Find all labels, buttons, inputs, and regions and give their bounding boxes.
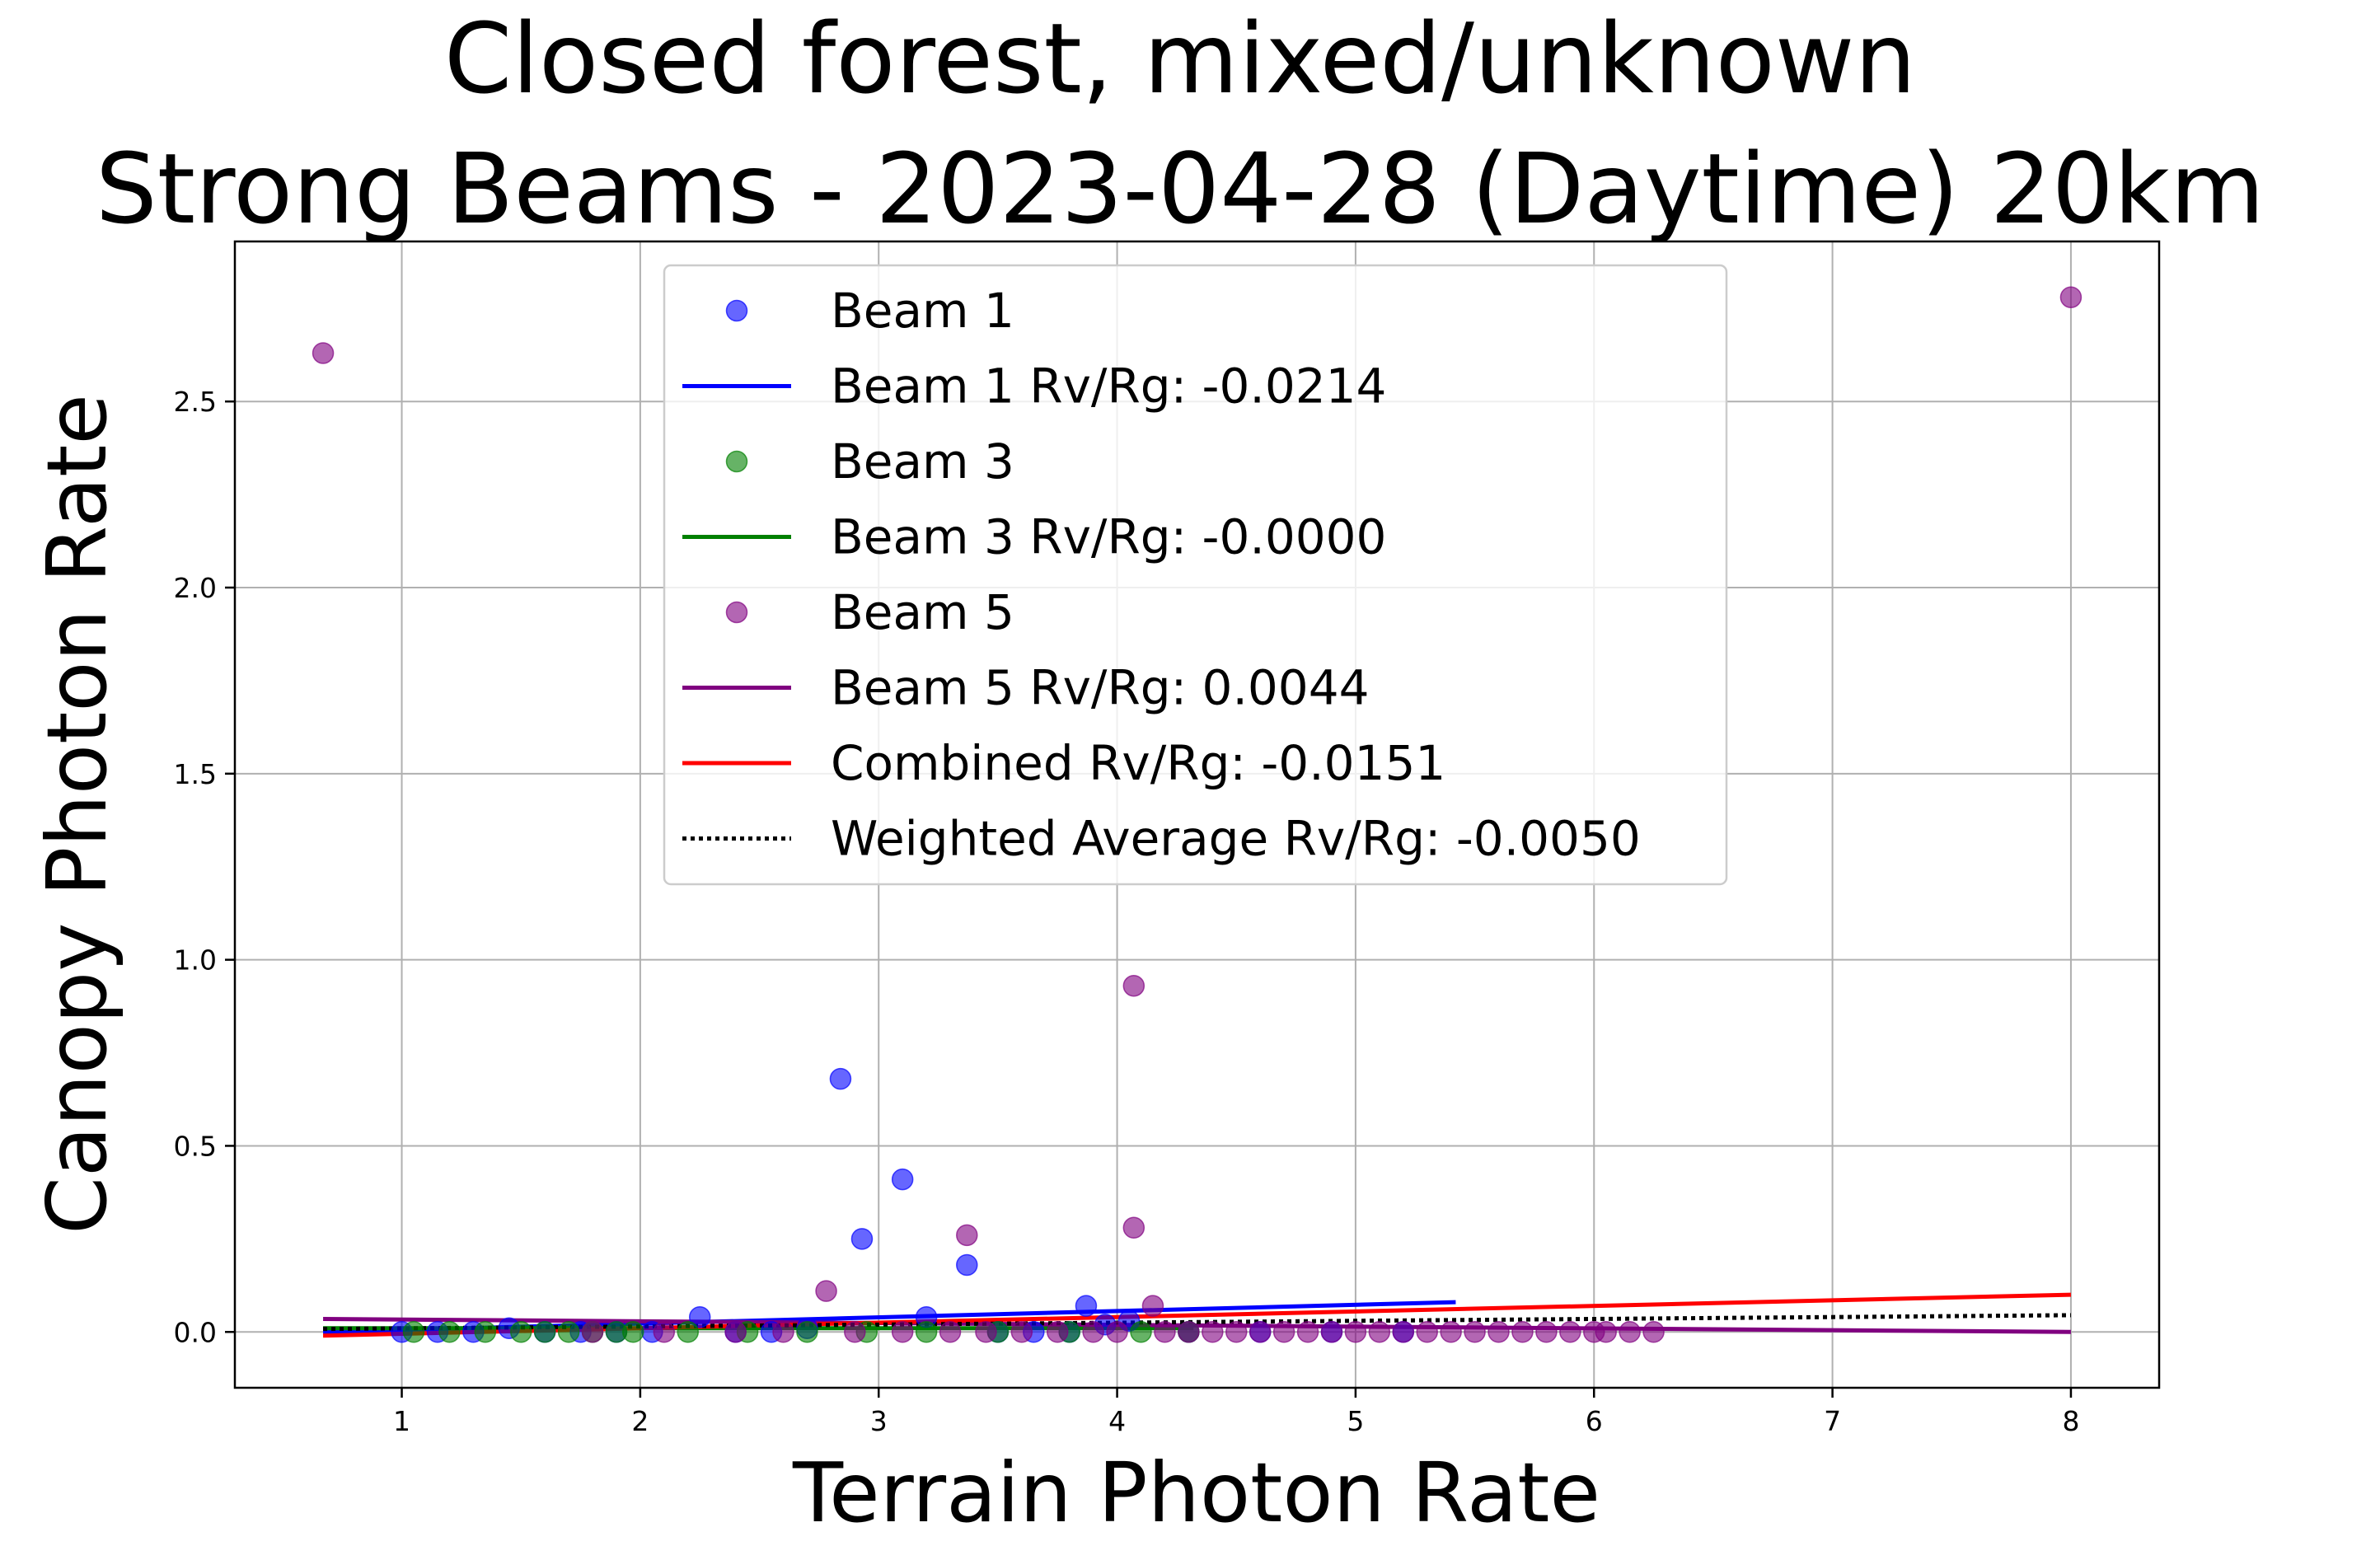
data-point-series-4: [1226, 1322, 1247, 1342]
data-point-series-4: [1619, 1322, 1640, 1342]
data-point-series-2: [535, 1322, 555, 1342]
y-axis-label: Canopy Photon Rate: [29, 394, 125, 1234]
data-point-series-2: [475, 1322, 495, 1342]
data-point-series-4: [816, 1281, 836, 1301]
y-tick-label: 0.5: [174, 1130, 217, 1162]
data-point-series-4: [1155, 1322, 1175, 1342]
data-point-series-4: [1047, 1322, 1068, 1342]
data-point-series-4: [1123, 976, 1144, 996]
data-point-series-4: [1536, 1322, 1557, 1342]
x-tick-label: 1: [393, 1405, 410, 1437]
data-point-series-4: [1512, 1322, 1533, 1342]
data-point-series-4: [845, 1322, 865, 1342]
data-point-series-4: [1298, 1322, 1319, 1342]
data-point-series-0: [851, 1229, 872, 1249]
x-tick-label: 8: [2062, 1405, 2079, 1437]
y-tick-label: 0.0: [174, 1316, 217, 1348]
data-point-series-4: [313, 343, 334, 363]
data-point-series-2: [439, 1322, 460, 1342]
data-point-series-4: [1417, 1322, 1437, 1342]
data-point-series-2: [511, 1322, 532, 1342]
data-point-series-4: [940, 1322, 961, 1342]
data-point-series-2: [559, 1322, 579, 1342]
data-point-series-4: [1178, 1322, 1199, 1342]
data-point-series-4: [1083, 1322, 1103, 1342]
data-point-series-4: [1560, 1322, 1581, 1342]
chart-title-line-2: Strong Beams - 2023-04-28 (Daytime) 20km: [96, 132, 2265, 246]
data-point-series-4: [1643, 1322, 1664, 1342]
y-tick-label: 2.5: [174, 386, 217, 418]
data-point-series-2: [1131, 1322, 1151, 1342]
x-tick-label: 7: [1824, 1405, 1841, 1437]
data-point-series-4: [1441, 1322, 1461, 1342]
data-point-series-4: [773, 1322, 794, 1342]
legend-label: Beam 5: [831, 584, 1014, 640]
data-point-series-4: [976, 1322, 996, 1342]
legend-label: Beam 3: [831, 433, 1014, 490]
chart-title-line-1: Closed forest, mixed/unknown: [444, 2, 1916, 115]
data-point-series-4: [1345, 1322, 1366, 1342]
x-tick-label: 6: [1586, 1405, 1603, 1437]
legend: Beam 1 Beam 1 Rv/Rg: -0.0214 Beam 3 Beam 3 …: [664, 265, 1726, 884]
data-point-series-4: [1393, 1322, 1413, 1342]
data-point-series-4: [2060, 287, 2081, 307]
legend-label: Weighted Average Rv/Rg: -0.0050: [831, 811, 1641, 867]
legend-label: Beam 3 Rv/Rg: -0.0000: [831, 509, 1386, 565]
data-point-series-4: [1250, 1322, 1271, 1342]
data-point-series-0: [830, 1069, 850, 1089]
data-point-series-4: [1321, 1322, 1342, 1342]
legend-marker: [727, 602, 747, 623]
data-point-series-4: [1123, 1217, 1144, 1238]
data-point-series-4: [1464, 1322, 1485, 1342]
data-point-series-4: [725, 1322, 746, 1342]
x-tick-label: 4: [1108, 1405, 1126, 1437]
data-point-series-0: [957, 1254, 977, 1275]
x-tick-label: 2: [631, 1405, 649, 1437]
data-point-series-2: [797, 1322, 818, 1342]
legend-label: Combined Rv/Rg: -0.0151: [831, 735, 1445, 791]
y-tick-label: 1.0: [174, 944, 217, 977]
legend-label: Beam 5 Rv/Rg: 0.0044: [831, 660, 1370, 716]
data-point-series-4: [1107, 1322, 1127, 1342]
data-point-series-0: [892, 1169, 913, 1190]
data-point-series-4: [1595, 1322, 1616, 1342]
legend-marker: [727, 301, 747, 321]
x-axis-label: Terrain Photon Rate: [792, 1445, 1600, 1541]
x-tick-label: 5: [1347, 1405, 1364, 1437]
legend-label: Beam 1 Rv/Rg: -0.0214: [831, 358, 1386, 415]
data-point-series-4: [892, 1322, 913, 1342]
data-point-series-2: [404, 1322, 424, 1342]
data-point-series-4: [1142, 1295, 1163, 1316]
data-point-series-4: [957, 1225, 977, 1245]
data-point-series-4: [1011, 1322, 1032, 1342]
data-point-series-4: [654, 1322, 674, 1342]
data-point-series-4: [1369, 1322, 1389, 1342]
y-tick-label: 1.5: [174, 758, 217, 790]
data-point-series-4: [1274, 1322, 1295, 1342]
data-point-series-2: [916, 1322, 937, 1342]
x-tick-label: 3: [870, 1405, 888, 1437]
legend-label: Beam 1: [831, 283, 1014, 339]
data-point-series-2: [677, 1322, 698, 1342]
data-point-series-0: [1075, 1295, 1096, 1316]
data-point-series-2: [623, 1322, 644, 1342]
data-point-series-4: [1202, 1322, 1223, 1342]
data-point-series-4: [1488, 1322, 1509, 1342]
y-tick-label: 2.0: [174, 572, 217, 604]
legend-marker: [727, 452, 747, 472]
data-point-series-4: [583, 1322, 603, 1342]
